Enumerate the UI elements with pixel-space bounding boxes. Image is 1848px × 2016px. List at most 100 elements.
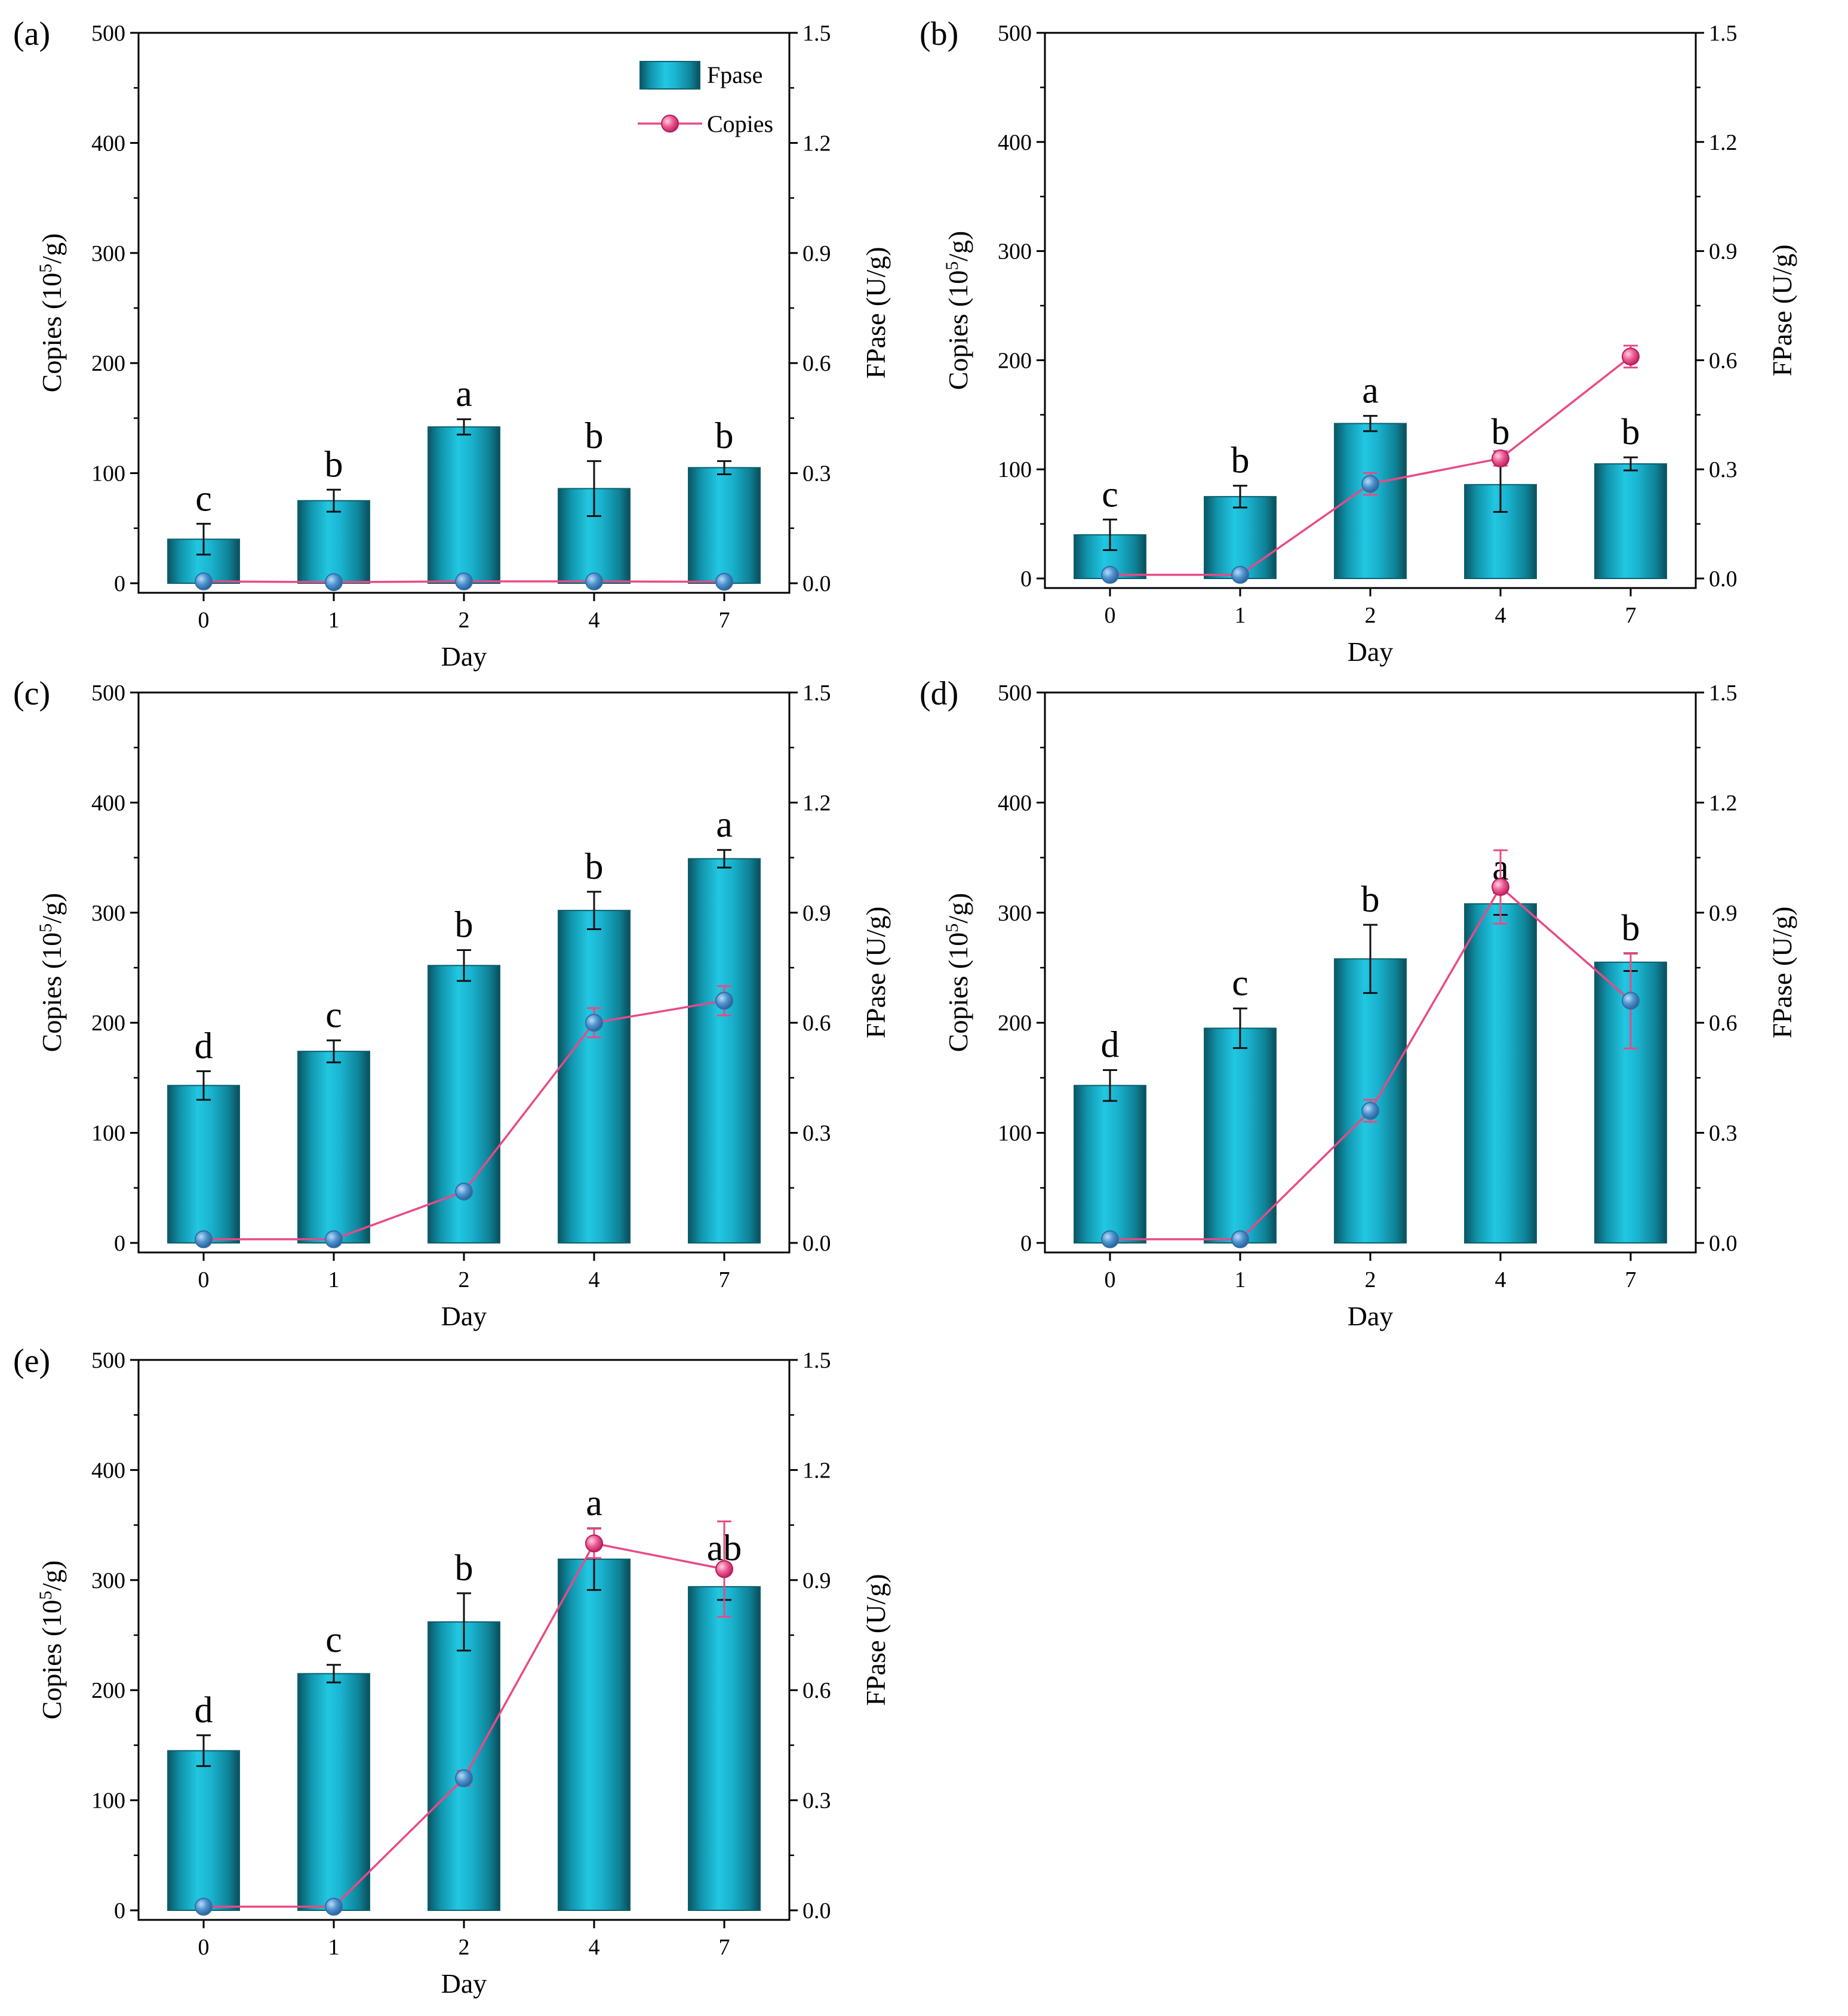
- bar: [1074, 1085, 1146, 1244]
- bar: [558, 1558, 631, 1911]
- right-tick-label: 0.0: [802, 1898, 831, 1923]
- left-axis-title-part: Copies (10: [36, 1600, 67, 1720]
- left-axis-title: Copies (105/g): [36, 233, 67, 393]
- right-tick-label: 1.2: [1709, 790, 1738, 815]
- x-tick-label: 1: [328, 608, 340, 633]
- significance-letter: a: [586, 1483, 602, 1523]
- x-tick-label: 1: [1235, 603, 1246, 628]
- line-point: [715, 1560, 733, 1578]
- line-point: [1101, 565, 1119, 584]
- significance-letter: b: [715, 415, 734, 456]
- left-tick-label: 0: [114, 1898, 125, 1923]
- significance-letter: b: [585, 847, 604, 887]
- significance-letter: a: [1362, 371, 1379, 411]
- line-point: [455, 1769, 473, 1787]
- significance-letter: c: [1232, 963, 1249, 1004]
- right-tick-label: 1.2: [802, 1458, 831, 1483]
- right-tick-label: 0.0: [1709, 1231, 1738, 1256]
- right-tick-label: 1.2: [1709, 130, 1738, 155]
- right-axis-title: FPase (U/g): [1767, 244, 1797, 376]
- x-tick-label: 1: [328, 1267, 340, 1292]
- line-point: [455, 572, 473, 590]
- significance-letter: b: [1492, 412, 1510, 453]
- right-axis-title: FPase (U/g): [1767, 906, 1797, 1038]
- x-axis-title: Day: [441, 1968, 487, 1999]
- right-tick-label: 0.9: [1709, 239, 1738, 264]
- x-tick-label: 2: [1365, 603, 1376, 628]
- right-tick-label: 0.3: [1709, 457, 1738, 482]
- significance-letter: b: [325, 444, 343, 485]
- panel-b: 0 100 200 300 400 500 0.0 0.3 0.6 0.9 1.2 1.5 0 1 2 4 7 D…: [920, 16, 1797, 667]
- bar: [167, 1085, 240, 1244]
- line-point: [715, 573, 733, 591]
- bar: [297, 1051, 370, 1244]
- right-tick-label: 0.0: [802, 1231, 831, 1256]
- right-tick-label: 1.5: [802, 681, 831, 706]
- right-tick-label: 1.2: [802, 790, 831, 815]
- left-tick-label: 300: [91, 901, 125, 926]
- left-tick-label: 500: [998, 21, 1032, 46]
- significance-letter: b: [1622, 908, 1640, 949]
- line-point: [585, 1534, 603, 1553]
- line-point: [1231, 565, 1249, 584]
- line-point: [585, 1014, 603, 1032]
- panel-d: 0 100 200 300 400 500 0.0 0.3 0.6 0.9 1.2 1.5 0 1 2 4 7 D…: [920, 675, 1797, 1331]
- line-point: [195, 1230, 213, 1248]
- significance-letter: a: [716, 805, 733, 845]
- line-point: [325, 1897, 343, 1916]
- bar: [558, 910, 631, 1244]
- x-tick-label: 1: [328, 1935, 340, 1960]
- left-axis-title-part: /g): [943, 231, 973, 261]
- x-tick-label: 0: [1105, 1267, 1116, 1292]
- left-tick-label: 500: [998, 681, 1032, 706]
- right-axis-title: FPase (U/g): [860, 247, 891, 378]
- left-axis-title: Copies (105/g): [942, 893, 974, 1052]
- right-tick-label: 1.5: [802, 21, 831, 46]
- legend: Fpase Copies: [638, 61, 773, 137]
- x-tick-label: 2: [459, 1935, 470, 1960]
- line-point: [195, 1897, 213, 1916]
- right-tick-label: 0.0: [802, 571, 831, 596]
- left-tick-label: 400: [91, 131, 125, 156]
- left-tick-label: 400: [998, 130, 1032, 155]
- left-tick-label: 100: [91, 1121, 125, 1146]
- left-tick-label: 300: [998, 901, 1032, 926]
- line-point: [1361, 1101, 1379, 1120]
- left-tick-label: 500: [91, 21, 125, 46]
- x-axis-title: Day: [441, 641, 487, 672]
- panel-a: 0 100 200 300 400 500 0.0 0.3 0.6 0.9 1.2 1.5 0 1 2 4 7 D…: [13, 16, 891, 672]
- significance-letter: b: [1231, 441, 1250, 481]
- bar: [688, 467, 761, 584]
- line-point: [1492, 878, 1509, 896]
- bar: [1594, 463, 1667, 579]
- legend-bar-label: Fpase: [707, 61, 762, 88]
- x-tick-label: 7: [719, 1935, 730, 1960]
- x-tick-label: 2: [459, 1267, 470, 1292]
- right-tick-label: 0.9: [802, 241, 831, 266]
- left-tick-label: 300: [91, 1568, 125, 1593]
- bar: [297, 1673, 370, 1912]
- x-tick-label: 4: [1495, 603, 1506, 628]
- right-tick-label: 0.6: [802, 1678, 831, 1703]
- left-tick-label: 400: [91, 790, 125, 815]
- line-point: [715, 992, 733, 1010]
- right-tick-label: 1.5: [802, 1348, 831, 1373]
- left-tick-label: 0: [114, 571, 125, 596]
- x-tick-label: 0: [198, 1935, 210, 1960]
- line-point: [455, 1182, 473, 1201]
- left-axis-title-part: Copies (10: [36, 932, 67, 1052]
- bar: [688, 858, 761, 1244]
- x-axis-title: Day: [1348, 1301, 1394, 1331]
- right-tick-label: 0.3: [802, 1789, 831, 1814]
- significance-letter: b: [455, 1548, 473, 1589]
- right-tick-label: 0.9: [1709, 901, 1738, 926]
- left-axis-title-superscript: 5: [942, 924, 962, 932]
- left-axis-title-superscript: 5: [942, 261, 962, 270]
- x-tick-label: 7: [1625, 1267, 1637, 1292]
- x-tick-label: 7: [719, 1267, 730, 1292]
- line-point: [1101, 1230, 1119, 1248]
- significance-letter: d: [195, 1690, 213, 1731]
- line-point: [1361, 475, 1379, 493]
- significance-letter: b: [1622, 412, 1640, 453]
- bar: [1464, 903, 1537, 1244]
